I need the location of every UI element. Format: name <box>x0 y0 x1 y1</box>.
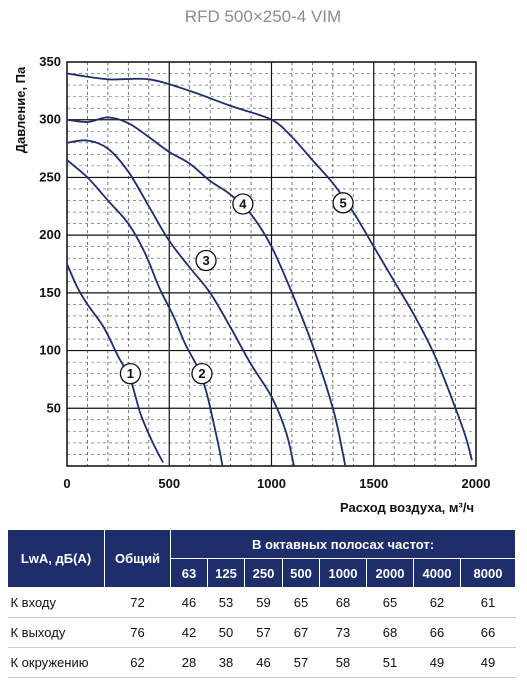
curve-4-label: 4 <box>239 196 247 211</box>
lwa-header: LwA, дБ(A) <box>7 529 105 588</box>
band-value-cell: 50 <box>207 617 245 648</box>
band-value-cell: 46 <box>244 647 283 678</box>
curve-4-marker <box>232 193 254 215</box>
curve-5-marker <box>332 192 354 214</box>
sound-power-table: LwA, дБ(A) Общий В октавных полосах част… <box>7 529 517 678</box>
y-tick-label: 350 <box>39 54 61 69</box>
band-value-cell: 28 <box>170 647 208 678</box>
y-tick-label: 50 <box>47 400 61 415</box>
x-tick-label: 2000 <box>462 476 491 491</box>
total-header: Общий <box>104 529 171 588</box>
band-value-cell: 68 <box>366 617 414 648</box>
curve-1-label: 1 <box>127 366 134 381</box>
x-axis-label: Расход воздуха, м³/ч <box>340 500 474 515</box>
band-value-cell: 61 <box>460 587 516 618</box>
band-value-cell: 67 <box>282 617 320 648</box>
tick-labels: 0 500 1000 1500 2000 50 100 150 200 250 300 350 <box>39 54 490 491</box>
band-value-cell: 68 <box>319 587 367 618</box>
curve-5 <box>66 72 473 461</box>
band-value-cell: 59 <box>244 587 283 618</box>
fan-performance-chart: RFD 500×250-4 VIM 1 2 3 4 5 0 500 1000 1500 2000… <box>13 7 490 515</box>
y-tick-label: 150 <box>39 285 61 300</box>
band-value-cell: 46 <box>170 587 208 618</box>
band-value-cell: 51 <box>366 647 414 678</box>
band-value-cell: 57 <box>244 617 283 648</box>
curves: 1 2 3 4 5 <box>66 72 473 467</box>
total-cell: 62 <box>104 647 171 678</box>
bands-header-row: 63 125 250 500 1000 2000 4000 8000 <box>8 558 517 588</box>
x-tick-label: 1500 <box>359 476 388 491</box>
table-row: К входу 72 46 53 59 65 68 65 62 61 <box>7 587 516 618</box>
curve-4 <box>66 116 346 467</box>
band-value-cell: 49 <box>413 647 461 678</box>
table-row: К выходу 76 42 50 57 67 73 68 66 66 <box>7 617 516 648</box>
total-cell: 72 <box>104 587 171 618</box>
chart-title: RFD 500×250-4 VIM <box>185 7 341 26</box>
y-tick-label: 100 <box>39 343 61 358</box>
total-cell: 76 <box>104 617 171 648</box>
band-header: 8000 <box>459 558 517 588</box>
band-header: 4000 <box>413 558 461 588</box>
curve-2-marker <box>191 363 213 385</box>
table-row: К окружению 62 28 38 46 57 58 51 49 49 <box>7 647 516 678</box>
curve-3 <box>66 139 295 467</box>
band-value-cell: 65 <box>366 587 414 618</box>
y-tick-label: 200 <box>39 227 61 242</box>
band-header: 63 <box>170 558 208 588</box>
row-label: К выходу <box>7 617 105 648</box>
curve-1 <box>66 263 164 463</box>
band-value-cell: 73 <box>319 617 367 648</box>
band-value-cell: 65 <box>282 587 320 618</box>
band-value-cell: 62 <box>413 587 461 618</box>
band-header: 125 <box>207 558 245 588</box>
curve-2 <box>66 159 224 467</box>
band-header: 1000 <box>319 558 367 588</box>
band-value-cell: 38 <box>207 647 245 678</box>
x-tick-label: 500 <box>158 476 180 491</box>
band-value-cell: 53 <box>207 587 245 618</box>
band-value-cell: 58 <box>319 647 367 678</box>
y-tick-label: 250 <box>39 169 61 184</box>
y-axis-label: Давление, Па <box>13 66 28 153</box>
curve-2-label: 2 <box>198 366 205 381</box>
band-value-cell: 66 <box>413 617 461 648</box>
band-value-cell: 66 <box>460 617 516 648</box>
x-tick-label: 0 <box>63 476 70 491</box>
band-value-cell: 42 <box>170 617 208 648</box>
band-header: 500 <box>282 558 320 588</box>
curve-1-marker <box>119 363 142 385</box>
band-value-cell: 49 <box>460 647 516 678</box>
x-tick-label: 1000 <box>257 476 286 491</box>
band-header: 250 <box>244 558 283 588</box>
row-label: К окружению <box>7 647 105 678</box>
octave-header: В октавных полосах частот: <box>169 529 517 559</box>
row-label: К входу <box>7 587 105 618</box>
band-value-cell: 57 <box>282 647 320 678</box>
y-tick-label: 300 <box>39 112 61 127</box>
curve-3-label: 3 <box>202 253 209 268</box>
curve-3-marker <box>195 249 217 272</box>
band-header: 2000 <box>366 558 414 588</box>
curve-5-label: 5 <box>339 195 346 210</box>
table-header-row: LwA, дБ(A) Общий В октавных полосах част… <box>7 529 517 588</box>
